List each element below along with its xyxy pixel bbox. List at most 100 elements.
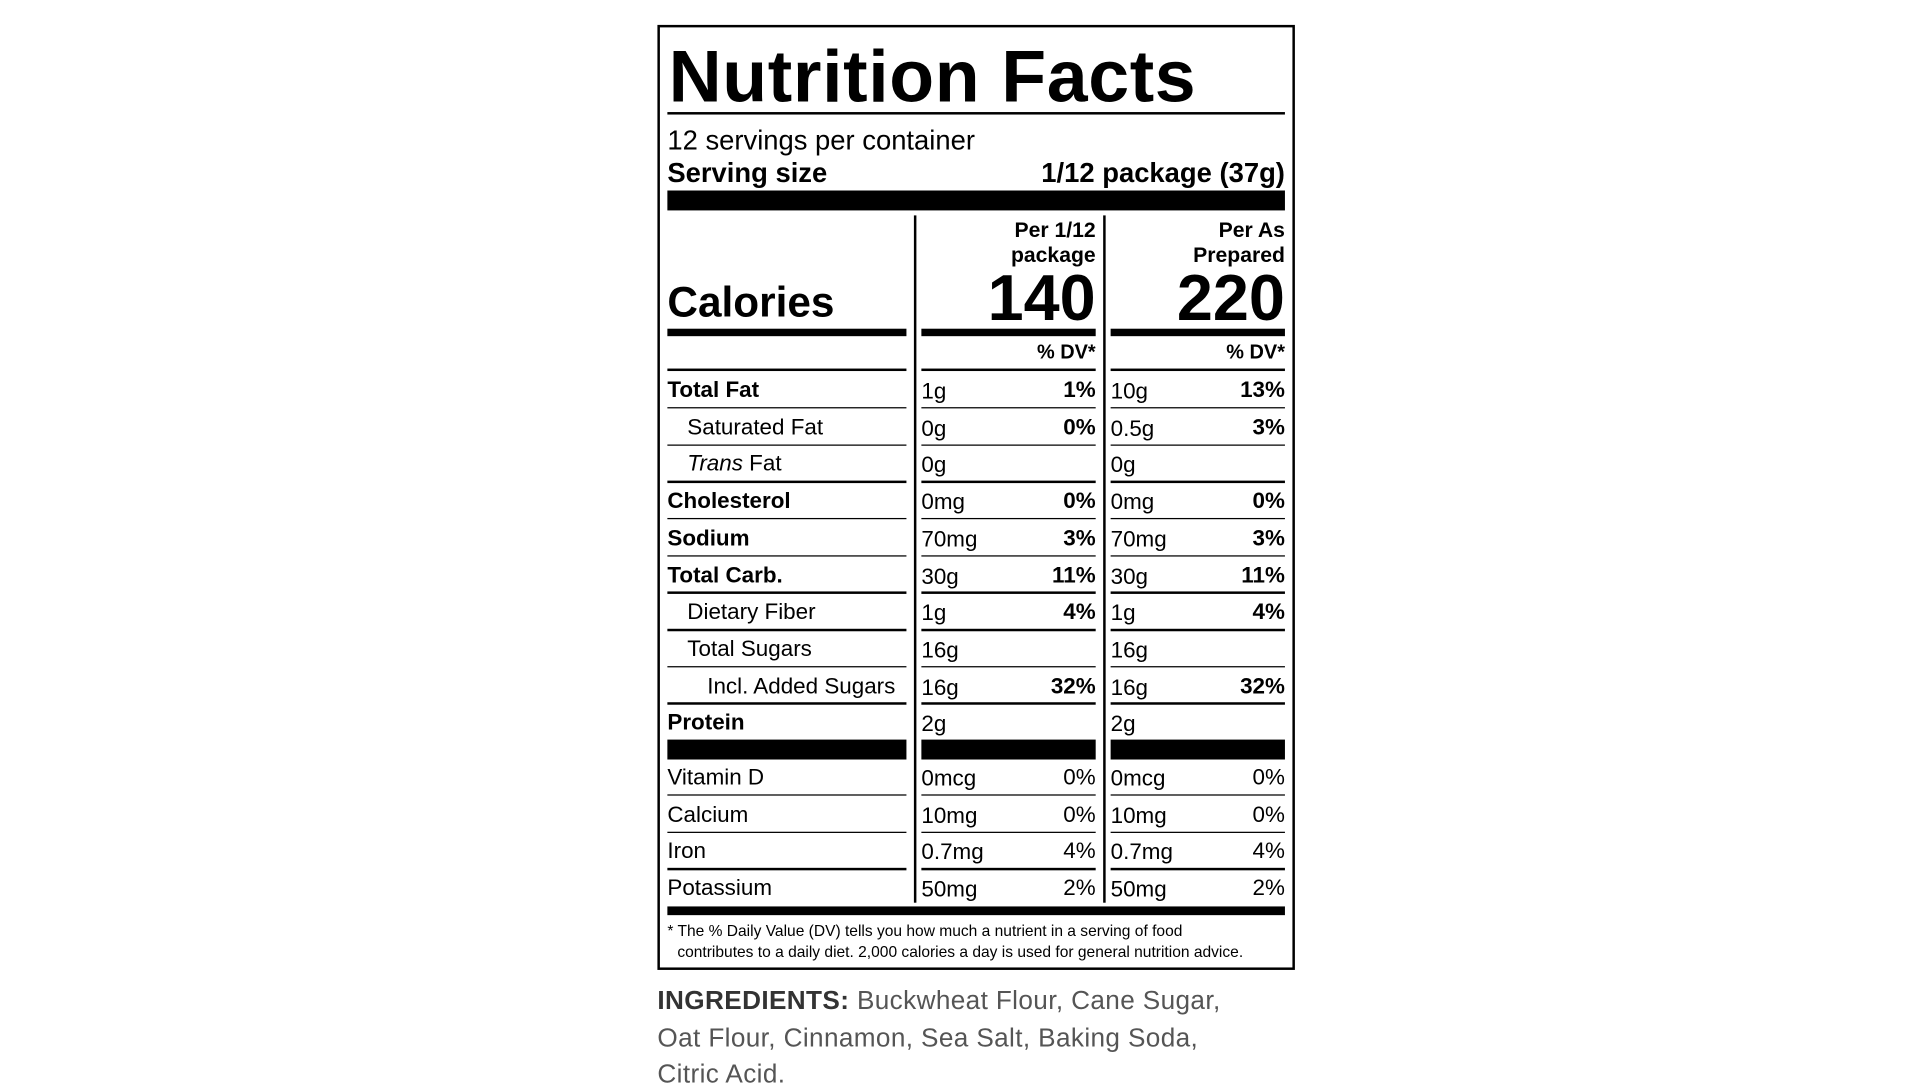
column-header: package [1010, 243, 1096, 268]
rule [1110, 328, 1285, 337]
nutrient-name-text: Total Sugars [687, 636, 812, 662]
nutrient-name: Iron [667, 840, 706, 862]
daily-value: 4% [1063, 599, 1096, 625]
daily-value: 2% [1063, 875, 1096, 901]
daily-value: 2% [1252, 875, 1285, 901]
amount: 2g [921, 711, 947, 737]
rule [913, 215, 917, 903]
amount: 30g [921, 563, 959, 589]
daily-value: 32% [1050, 673, 1096, 698]
rule [1110, 628, 1285, 631]
rule [667, 906, 1285, 916]
rule [667, 443, 907, 446]
nutrient-name-text: Total Carb. [667, 562, 783, 588]
nutrient-name: Dietary Fiber [687, 600, 815, 622]
calories-label: Calories [667, 278, 835, 327]
rule [667, 112, 1285, 115]
daily-value: 0% [1252, 764, 1285, 790]
daily-value: 0% [1063, 414, 1096, 440]
ingredients-text: Buckwheat Flour, Cane Sugar, [856, 986, 1221, 1016]
amount: 0g [1110, 452, 1136, 478]
rule [921, 739, 1096, 760]
nutrient-name: Total Fat [667, 379, 759, 401]
amount: 0g [921, 452, 947, 478]
rule [921, 628, 1096, 631]
amount: 0g [921, 415, 947, 441]
title: Nutrition Facts [668, 35, 1197, 118]
rule [667, 702, 907, 705]
rule [667, 406, 907, 409]
amount: 70mg [921, 526, 978, 552]
nutrient-name-text: Cholesterol [667, 488, 791, 514]
nutrient-name: Incl. Added Sugars [707, 674, 895, 696]
footnote: * The % Daily Value (DV) tells you how m… [667, 922, 1183, 940]
footnote: contributes to a daily diet. 2,000 calor… [677, 943, 1244, 961]
column-header: Per 1/12 [1014, 218, 1096, 243]
column-header: Prepared [1193, 243, 1285, 268]
rule [667, 628, 907, 631]
nutrient-name: Cholesterol [667, 489, 790, 511]
rule [921, 868, 1096, 871]
daily-value: 1% [1063, 377, 1096, 403]
daily-value: 13% [1240, 377, 1285, 403]
amount: 0mcg [921, 765, 977, 791]
amount: 16g [1110, 637, 1149, 663]
daily-value: 0% [1063, 764, 1096, 790]
rule [1110, 868, 1285, 871]
amount: 16g [921, 674, 959, 700]
amount: 1g [1110, 600, 1136, 626]
amount: 0mcg [1110, 765, 1166, 791]
nutrient-name: Calcium [667, 803, 748, 825]
rule [1110, 794, 1285, 797]
daily-value: 3% [1252, 525, 1285, 551]
nutrient-name-text: Potassium [667, 875, 773, 901]
nutrient-name: Protein [667, 711, 744, 733]
daily-value: 0% [1063, 488, 1096, 514]
rule [921, 554, 1096, 557]
rule [1110, 554, 1285, 557]
amount: 16g [1110, 674, 1149, 700]
rule [667, 554, 907, 557]
daily-value: 32% [1240, 673, 1285, 698]
amount: 10mg [1110, 802, 1167, 828]
daily-value: 0% [1252, 488, 1285, 514]
daily-value: 3% [1063, 525, 1096, 551]
rule [921, 831, 1096, 834]
nutrient-name: Sodium [667, 526, 749, 548]
calories-value: 220 [1176, 262, 1285, 335]
nutrient-name: Saturated Fat [687, 415, 823, 437]
nutrient-name: Total Sugars [687, 637, 812, 659]
amount: 10g [1110, 378, 1149, 404]
rule [1110, 368, 1285, 372]
daily-value: 0% [1252, 801, 1285, 827]
daily-value: 4% [1063, 838, 1096, 864]
nutrient-name: Potassium [667, 877, 772, 899]
rule [1110, 739, 1285, 760]
daily-value: 4% [1252, 838, 1285, 864]
nutrient-name-text: Dietary Fiber [687, 599, 816, 625]
amount: 30g [1110, 563, 1149, 589]
nutrient-name: Total Carb. [667, 563, 782, 585]
rule [667, 190, 1285, 211]
rule [921, 517, 1096, 520]
ingredients-text: Oat Flour, Cinnamon, Sea Salt, Baking So… [657, 1023, 1199, 1053]
amount: 50mg [921, 876, 978, 902]
rule [667, 868, 907, 871]
nutrient-name-text: Incl. Added Sugars [707, 673, 896, 698]
nutrient-name-text: Fat [749, 451, 782, 477]
rule [667, 831, 907, 834]
nutrient-name-text: Protein [667, 710, 745, 735]
ingredients-line: Oat Flour, Cinnamon, Sea Salt, Baking So… [657, 1025, 1198, 1051]
column-header: Per As [1218, 218, 1285, 243]
ingredients-text: Citric Acid. [657, 1060, 786, 1089]
rule [1110, 702, 1285, 705]
nutrient-name-text: Saturated Fat [687, 414, 824, 440]
nutrient-name-text: Iron [667, 838, 707, 864]
rule [1110, 665, 1285, 668]
rule [1110, 591, 1285, 594]
amount: 10mg [921, 802, 978, 828]
rule [667, 739, 907, 760]
amount: 0.7mg [921, 839, 984, 865]
nutrient-name-text: Vitamin D [667, 764, 765, 790]
rule [921, 591, 1096, 594]
